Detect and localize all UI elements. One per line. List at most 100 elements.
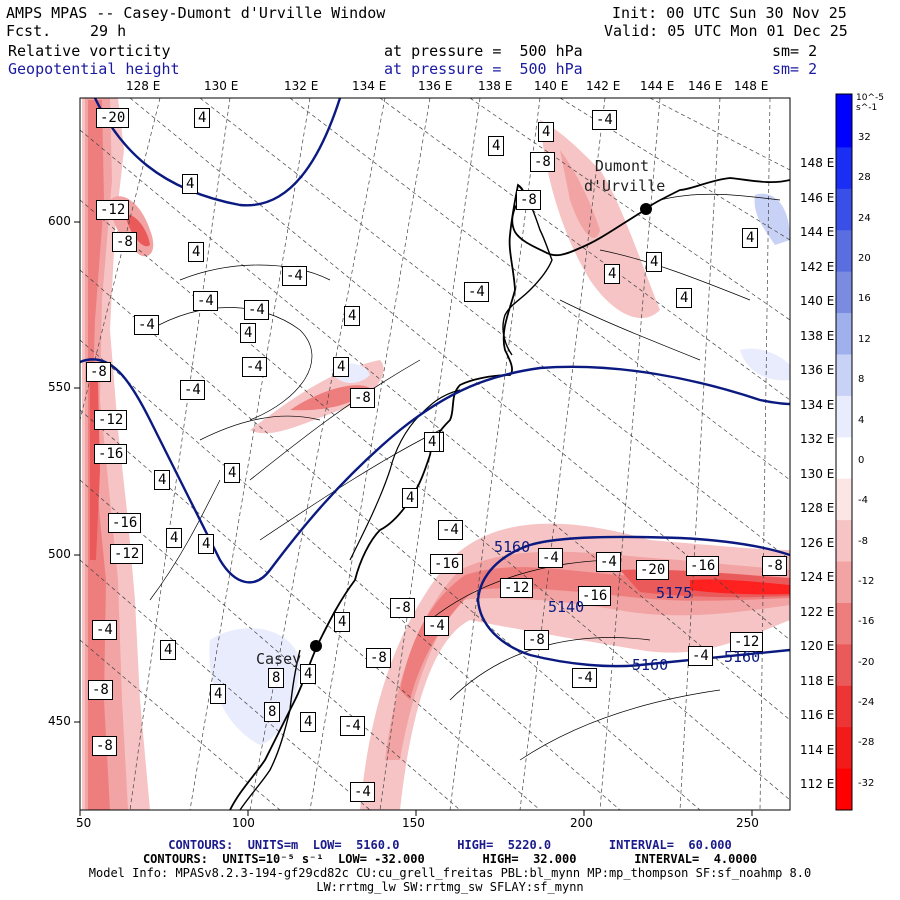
vorticity-label: -4	[242, 357, 267, 377]
y-axis-tick: 450	[48, 714, 71, 728]
vorticity-label: 4	[182, 174, 199, 194]
colorbar-swatch	[836, 395, 852, 438]
top-lon-label: 132 E	[284, 79, 319, 93]
vorticity-label: -8	[762, 556, 787, 576]
vorticity-label: -4	[572, 668, 597, 688]
colorbar-tick-label: 12	[858, 333, 871, 345]
colorbar-swatch	[836, 106, 852, 148]
colorbar-swatch	[836, 561, 852, 604]
x-axis-tick: 100	[232, 816, 255, 830]
colorbar-tick-label: -12	[858, 575, 875, 587]
casey-station-marker	[310, 640, 322, 652]
colorbar	[836, 94, 852, 811]
vorticity-label: -12	[96, 200, 130, 220]
vorticity-label: 8	[268, 668, 285, 688]
vorticity-label: 4	[604, 264, 621, 284]
right-lon-label: 124 E	[800, 570, 835, 584]
vorticity-label: -16	[686, 556, 720, 576]
right-lon-label: 144 E	[800, 225, 835, 239]
vorticity-label: 4	[402, 488, 419, 508]
vorticity-label: 4	[344, 306, 361, 326]
vorticity-label: -4	[424, 616, 449, 636]
field2-smoothing: sm= 2	[772, 60, 818, 78]
colorbar-swatch	[836, 520, 852, 563]
vorticity-label: 4	[424, 432, 441, 452]
vorticity-label: -4	[193, 291, 218, 311]
vorticity-label: -20	[636, 560, 670, 580]
vorticity-label: -8	[88, 680, 113, 700]
vorticity-label: -16	[94, 444, 128, 464]
colorbar-tick-label: 28	[858, 172, 871, 184]
top-lon-label: 140 E	[534, 79, 569, 93]
colorbar-swatch	[836, 147, 852, 190]
vorticity-label: 4	[194, 108, 211, 128]
vorticity-label: -4	[596, 552, 621, 572]
colorbar-swatch	[836, 685, 852, 728]
x-axis-tick: 200	[570, 816, 593, 830]
colorbar-unit: 10^-5 s^-1	[856, 93, 884, 113]
geopotential-contours	[80, 98, 790, 668]
vorticity-label: -8	[524, 630, 549, 650]
colorbar-tick-label: 0	[858, 454, 865, 466]
vorticity-label: 4	[154, 470, 171, 490]
colorbar-tick-label: -28	[858, 737, 875, 749]
right-lon-label: 128 E	[800, 501, 835, 515]
vorticity-label: -4	[438, 520, 463, 540]
footer-vorticity-contours: CONTOURS: UNITS=10⁻⁵ s⁻¹ LOW= -32.000 HI…	[142, 852, 758, 866]
colorbar-tick-label: -4	[858, 495, 868, 507]
top-lon-label: 134 E	[352, 79, 387, 93]
right-lon-label: 130 E	[800, 466, 835, 481]
height-contour-label: 5175	[656, 584, 693, 602]
vorticity-label: -4	[244, 300, 269, 320]
vorticity-label: 4	[300, 664, 317, 684]
top-lon-label: 146 E	[688, 79, 723, 93]
right-lon-label: 136 E	[800, 363, 835, 377]
vorticity-label: -4	[92, 620, 117, 640]
vorticity-label: -16	[108, 513, 142, 533]
field1-smoothing: sm= 2	[772, 42, 818, 60]
right-lon-label: 112 E	[800, 777, 835, 791]
vorticity-label: -4	[340, 716, 365, 736]
vorticity-label: 4	[224, 463, 241, 483]
x-axis-tick: 50	[76, 816, 92, 830]
vorticity-label: 4	[210, 684, 227, 704]
right-lon-label: 134 E	[800, 397, 835, 412]
colorbar-tick-label: -16	[858, 616, 875, 628]
colorbar-swatch	[836, 230, 852, 273]
colorbar-swatch	[836, 313, 852, 355]
vorticity-label: -8	[92, 736, 117, 756]
colorbar-swatch	[836, 478, 852, 521]
vorticity-label: -8	[112, 232, 137, 252]
y-axis-tick: 600	[48, 214, 71, 228]
top-lon-label: 142 E	[586, 79, 621, 93]
footer-height-contours: CONTOURS: UNITS=m LOW= 5160.0 HIGH= 5220…	[168, 838, 732, 852]
vorticity-label: 8	[264, 702, 281, 722]
init-time: Init: 00 UTC Sun 30 Nov 25	[612, 4, 847, 22]
colorbar-swatch	[836, 602, 852, 645]
top-lon-label: 144 E	[640, 79, 675, 93]
footer-model-info: Model Info: MPASv8.2.3-194-gf29cd82c CU:…	[88, 866, 812, 880]
colorbar-tick-label: 32	[858, 132, 871, 143]
right-lon-label: 146 E	[800, 190, 835, 205]
vorticity-label: -8	[390, 598, 415, 618]
vorticity-label: 4	[166, 528, 183, 548]
y-axis-tick: 550	[48, 380, 71, 394]
colorbar-tick-label: 20	[858, 253, 871, 265]
colorbar-cap	[836, 94, 852, 106]
vorticity-label: 4	[742, 228, 759, 248]
vorticity-label: -8	[516, 190, 541, 210]
x-axis-tick: 150	[402, 816, 425, 830]
vorticity-label: -4	[688, 646, 713, 666]
vorticity-label: -4	[464, 282, 489, 302]
colorbar-swatch	[836, 768, 852, 811]
top-lon-label: 148 E	[734, 79, 769, 93]
vorticity-label: 4	[334, 612, 351, 632]
right-lon-label: 138 E	[800, 328, 835, 343]
vorticity-label: -8	[350, 388, 375, 408]
vorticity-label: 4	[198, 534, 215, 554]
colorbar-tick-label: 8	[858, 374, 865, 386]
field2-name: Geopotential height	[8, 60, 180, 78]
vorticity-label: 4	[240, 323, 257, 343]
vorticity-label: -12	[730, 632, 764, 652]
